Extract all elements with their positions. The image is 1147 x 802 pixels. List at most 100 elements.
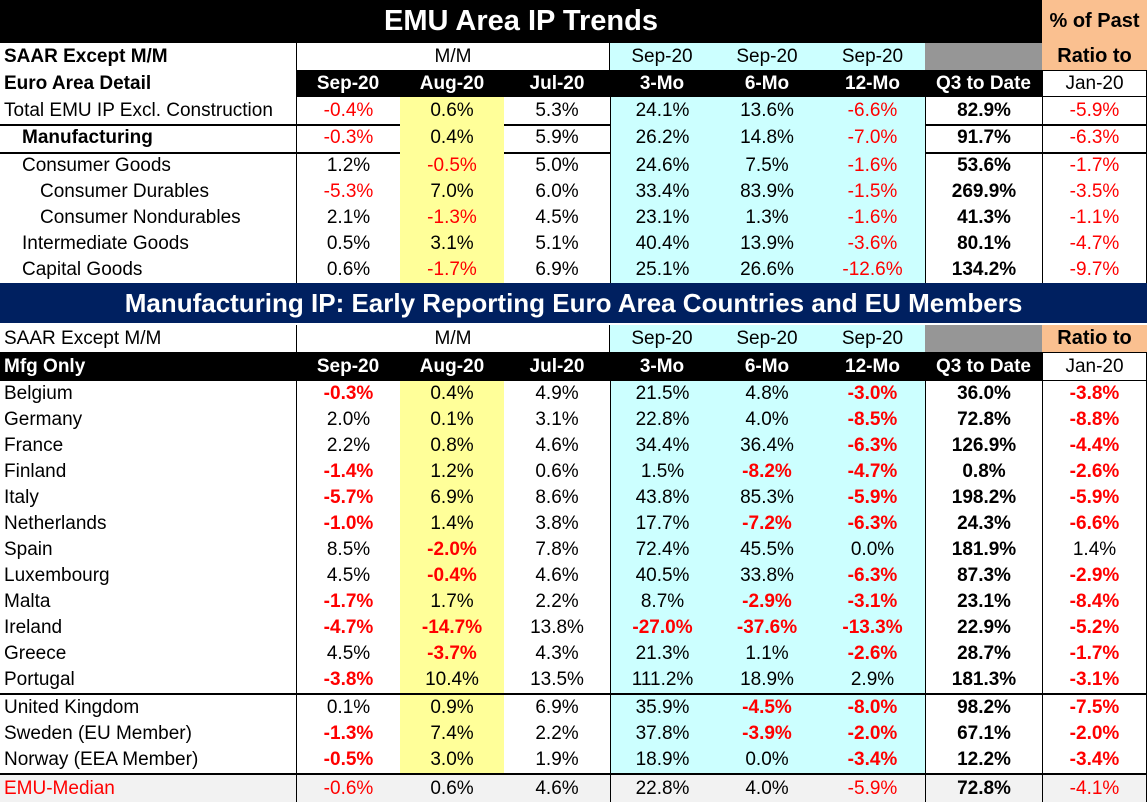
cell-jul: 2.2% bbox=[535, 723, 579, 744]
cell-sep: 2.0% bbox=[296, 407, 400, 433]
s2-ratio-label: Ratio to bbox=[1042, 325, 1147, 352]
table-row: Malta -1.7% 1.7% 2.2% 8.7% -2.9% -3.1% 23.1% -8.… bbox=[0, 589, 1147, 615]
cell-jul: 3.8% bbox=[535, 513, 579, 534]
s1-col-3mo: 3-Mo bbox=[610, 70, 714, 97]
cell-12mo: -7.0% bbox=[820, 124, 925, 152]
cell-12mo: -1.6% bbox=[820, 205, 925, 231]
s1-sep-12mo: Sep-20 bbox=[820, 43, 925, 70]
cell-jul: 6.9% bbox=[535, 697, 579, 718]
cell-3mo: 21.3% bbox=[610, 641, 714, 667]
cell-aug: 1.4% bbox=[400, 511, 504, 537]
cell-12mo: -5.9% bbox=[847, 777, 898, 799]
cell-q3: 72.8% bbox=[925, 407, 1042, 433]
cell-3mo: 22.8% bbox=[610, 407, 714, 433]
cell-12mo: -3.0% bbox=[820, 381, 925, 407]
cell-6mo: -37.6% bbox=[714, 615, 820, 641]
cell-3mo: 24.1% bbox=[610, 97, 714, 124]
s1-jan-label: Jan-20 bbox=[1042, 70, 1147, 97]
cell-aug: -14.7% bbox=[400, 615, 504, 641]
cell-sep: 4.5% bbox=[296, 563, 400, 589]
table-row: Netherlands -1.0% 1.4% 3.8% 17.7% -7.2% -6.3% 2… bbox=[0, 511, 1147, 537]
cell-aug: 0.9% bbox=[400, 695, 504, 721]
cell-12mo: -5.9% bbox=[820, 485, 925, 511]
cell-jul: 0.6% bbox=[535, 461, 579, 482]
cell-ratio: -2.0% bbox=[1042, 721, 1147, 747]
table-row: France 2.2% 0.8% 4.6% 34.4% 36.4% -6.3% 126.9% -… bbox=[0, 433, 1147, 459]
cell-12mo: -6.3% bbox=[820, 511, 925, 537]
cell-q3: 80.1% bbox=[925, 231, 1042, 257]
cell-ratio: -6.6% bbox=[1042, 511, 1147, 537]
cell-sep: 1.2% bbox=[296, 152, 400, 179]
cell-12mo: -13.3% bbox=[820, 615, 925, 641]
s2-banner-row: Manufacturing IP: Early Reporting Euro A… bbox=[0, 283, 1147, 323]
cell-sep: -0.6% bbox=[296, 775, 400, 802]
cell-6mo: 83.9% bbox=[714, 179, 820, 205]
cell-q3: 91.7% bbox=[925, 124, 1042, 152]
table-row: Portugal -3.8% 10.4% 13.5% 111.2% 18.9% 2.9% 18… bbox=[0, 667, 1147, 695]
cell-aug: 6.9% bbox=[400, 485, 504, 511]
s2-col-aug: Aug-20 bbox=[400, 352, 504, 381]
cell-q3: 28.7% bbox=[925, 641, 1042, 667]
s1-col-sep: Sep-20 bbox=[296, 70, 400, 97]
cell-3mo: 17.7% bbox=[610, 511, 714, 537]
cell-aug: -0.4% bbox=[400, 563, 504, 589]
row-label: Germany bbox=[4, 409, 83, 430]
cell-3mo: 1.5% bbox=[610, 459, 714, 485]
past-pct-header: % of Past bbox=[1042, 0, 1147, 43]
cell-3mo: 8.7% bbox=[610, 589, 714, 615]
cell-ratio: -2.6% bbox=[1042, 459, 1147, 485]
cell-ratio: -3.5% bbox=[1042, 179, 1147, 205]
table-row: Consumer Durables -5.3% 7.0% 6.0% 33.4% 83.9%… bbox=[0, 179, 1147, 205]
s1-detail-label: Euro Area Detail bbox=[0, 70, 296, 97]
cell-6mo: 13.6% bbox=[714, 97, 820, 124]
s2-sep-12mo: Sep-20 bbox=[820, 325, 925, 352]
cell-ratio: -3.8% bbox=[1042, 381, 1147, 407]
cell-3mo: 72.4% bbox=[610, 537, 714, 563]
cell-6mo: 33.8% bbox=[714, 563, 820, 589]
cell-q3: 67.1% bbox=[925, 721, 1042, 747]
cell-jul: 1.9% bbox=[535, 749, 579, 770]
s1-ratio-label: Ratio to bbox=[1042, 43, 1147, 70]
cell-12mo: -1.5% bbox=[820, 179, 925, 205]
cell-12mo: -3.1% bbox=[820, 589, 925, 615]
row-label: Consumer Durables bbox=[40, 181, 209, 202]
row-label: Malta bbox=[4, 591, 51, 612]
cell-sep: 0.5% bbox=[296, 231, 400, 257]
cell-ratio: -5.9% bbox=[1042, 97, 1147, 124]
cell-6mo: 4.0% bbox=[714, 407, 820, 433]
cell-jul: 4.6% bbox=[535, 565, 579, 586]
cell-ratio: -7.5% bbox=[1042, 695, 1147, 721]
row-label: Total EMU IP Excl. Construction bbox=[4, 99, 273, 121]
cell-6mo: 4.8% bbox=[714, 381, 820, 407]
cell-12mo: 2.9% bbox=[820, 667, 925, 693]
cell-sep: -5.7% bbox=[296, 485, 400, 511]
cell-jul: 5.3% bbox=[535, 99, 579, 121]
cell-ratio: -5.9% bbox=[1042, 485, 1147, 511]
cell-ratio: -3.4% bbox=[1042, 747, 1147, 773]
s2-header-row1: SAAR Except M/M M/M Sep-20 Sep-20 Sep-20… bbox=[0, 325, 1147, 352]
cell-12mo: -6.3% bbox=[820, 563, 925, 589]
cell-q3: 198.2% bbox=[925, 485, 1042, 511]
cell-aug: -3.7% bbox=[400, 641, 504, 667]
cell-aug: 0.1% bbox=[400, 407, 504, 433]
cell-6mo: 18.9% bbox=[714, 667, 820, 693]
cell-ratio: -4.4% bbox=[1042, 433, 1147, 459]
s1-header-row1: SAAR Except M/M M/M Sep-20 Sep-20 Sep-20… bbox=[0, 43, 1147, 70]
cell-sep: -0.3% bbox=[296, 381, 400, 407]
s1-col-aug: Aug-20 bbox=[400, 70, 504, 97]
cell-12mo: -8.0% bbox=[820, 695, 925, 721]
row-label: Ireland bbox=[4, 617, 63, 638]
cell-ratio: -4.7% bbox=[1042, 231, 1147, 257]
s1-gray-cell bbox=[925, 43, 1042, 70]
cell-ratio: -4.1% bbox=[1042, 775, 1147, 802]
row-label: Luxembourg bbox=[4, 565, 110, 586]
table-row: Luxembourg 4.5% -0.4% 4.6% 40.5% 33.8% -6.3% 87… bbox=[0, 563, 1147, 589]
cell-6mo: 45.5% bbox=[714, 537, 820, 563]
cell-aug: 0.6% bbox=[430, 777, 474, 799]
table-row: Consumer Nondurables 2.1% -1.3% 4.5% 23.1% 1.… bbox=[0, 205, 1147, 231]
table-row: Total EMU IP Excl. Construction -0.4% 0.6%… bbox=[0, 97, 1147, 126]
s2-col-6mo: 6-Mo bbox=[714, 352, 820, 381]
s2-col-3mo: 3-Mo bbox=[610, 352, 714, 381]
s1-col-12mo: 12-Mo bbox=[820, 70, 925, 97]
